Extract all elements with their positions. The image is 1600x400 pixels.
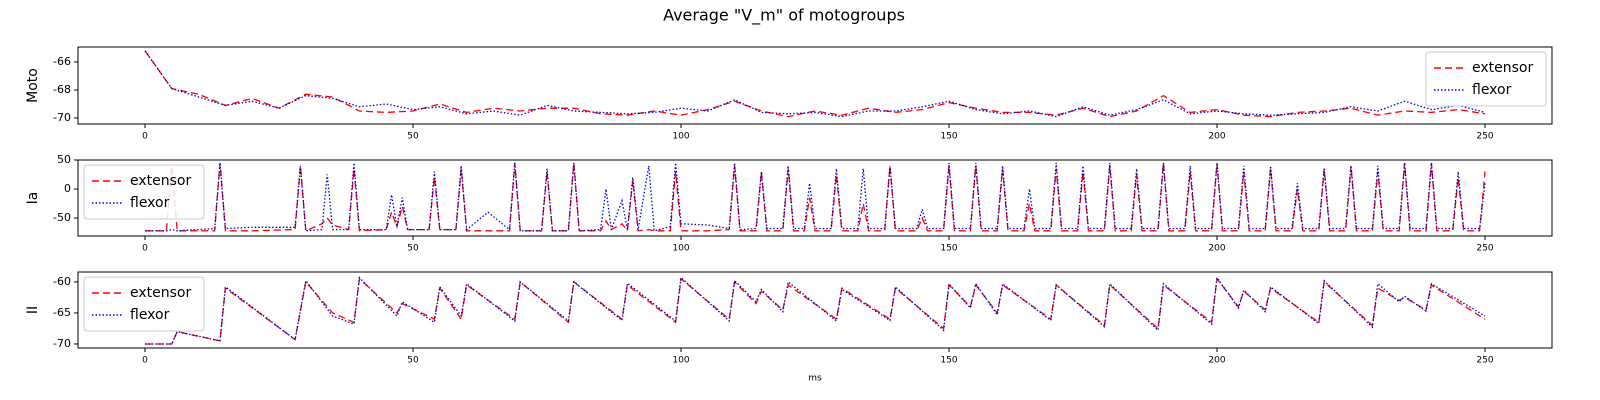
axes-frame <box>77 46 1553 125</box>
series-line <box>145 162 1486 232</box>
x-tick-label: 150 <box>940 132 957 142</box>
x-tick-label: 0 <box>142 244 148 254</box>
series-line <box>144 50 1486 118</box>
x-tick-label: 50 <box>407 356 419 366</box>
legend-box <box>1425 51 1547 107</box>
x-tick-label: 200 <box>1208 356 1225 366</box>
legend-label: flexor <box>130 307 170 323</box>
y-axis-label: Ia <box>25 192 41 205</box>
series-line <box>144 50 1486 118</box>
series-line <box>145 162 1486 233</box>
legend-label: extensor <box>130 173 191 189</box>
series-line <box>145 275 1486 345</box>
axes-frame <box>77 271 1553 349</box>
x-tick-label: 0 <box>142 132 148 142</box>
x-tick-label: 0 <box>142 356 148 366</box>
series-line <box>145 277 1486 345</box>
y-tick-label: -68 <box>53 83 71 96</box>
axes-frame <box>77 159 1553 237</box>
legend-box <box>83 276 205 332</box>
y-tick-label: -66 <box>53 55 71 68</box>
y-tick-label: -65 <box>53 306 71 319</box>
legend-box <box>83 164 205 220</box>
legend-label: flexor <box>130 195 170 211</box>
y-tick-label: -60 <box>53 275 71 288</box>
x-tick-label: 150 <box>940 244 957 254</box>
x-tick-label: 50 <box>407 132 419 142</box>
y-tick-label: -50 <box>53 211 71 224</box>
x-tick-label: 100 <box>672 356 689 366</box>
x-tick-label: 200 <box>1208 132 1225 142</box>
x-tick-label: 50 <box>407 244 419 254</box>
legend-label: extensor <box>1472 60 1533 76</box>
legend-label: extensor <box>130 285 191 301</box>
y-axis-label: Moto <box>25 68 41 103</box>
x-tick-label: 200 <box>1208 244 1225 254</box>
y-tick-label: 50 <box>57 153 71 166</box>
x-tick-label: 100 <box>672 244 689 254</box>
x-tick-label: 100 <box>672 132 689 142</box>
x-tick-label: 250 <box>1476 356 1493 366</box>
y-axis-label: II <box>25 306 41 314</box>
x-tick-label: 250 <box>1476 244 1493 254</box>
x-axis-label: ms <box>808 374 822 384</box>
y-tick-label: -70 <box>53 337 71 350</box>
y-tick-label: -70 <box>53 111 71 124</box>
x-tick-label: 150 <box>940 356 957 366</box>
y-tick-label: 0 <box>64 182 71 195</box>
x-tick-label: 250 <box>1476 132 1493 142</box>
figure-title: Average "V_m" of motogroups <box>663 6 905 26</box>
legend-label: flexor <box>1472 82 1512 98</box>
